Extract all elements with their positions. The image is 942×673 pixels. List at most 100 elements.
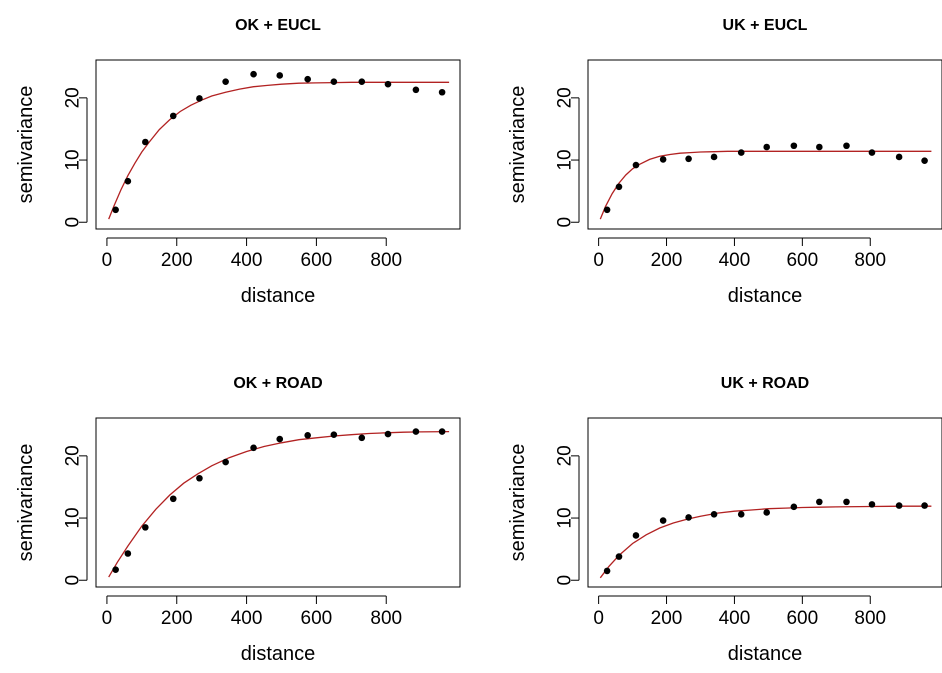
semivariance-point [304,432,311,439]
panel-4: UK + ROAD 0 200 400 600 800 0 10 20 distance semiv… [507,375,942,665]
x-tick-label: 400 [719,608,751,629]
semivariance-point [816,143,823,151]
semivariance-point [250,70,257,78]
x-tick-label: 600 [786,250,818,271]
x-tick-label: 200 [651,608,683,629]
panel-title: UK + ROAD [721,375,809,392]
x-tick-label: 400 [231,608,263,629]
y-axis-label: semivariance [15,86,37,204]
semivariance-point [843,498,850,506]
semivariance-point [868,501,876,508]
plot-frame [587,417,942,588]
y-tick-label: 10 [63,507,84,528]
semivariance-point [124,177,132,185]
y-tick-label: 10 [555,507,576,528]
semivariance-point [358,434,366,442]
semivariance-point [330,78,338,85]
semivariance-point [603,567,611,575]
semivariance-point [921,157,928,164]
semivariance-point [222,458,229,466]
semivariance-point [763,509,770,516]
semivariance-point [142,138,149,146]
semivariance-point [737,511,745,518]
semivariance-point [330,431,338,439]
x-tick-label: 600 [301,250,333,271]
y-tick-label: 0 [63,575,84,586]
plot-frame [587,59,942,230]
x-tick-label: 800 [854,250,886,271]
x-axis-label: distance [728,643,803,665]
y-tick-label: 20 [63,445,84,466]
x-tick-label: 800 [370,250,402,271]
semivariance-point [276,435,284,443]
semivariance-point [412,86,420,94]
semivariance-point [921,502,928,509]
y-tick-label: 0 [63,217,84,228]
semivariance-point [659,517,667,524]
semivariance-point [222,78,229,85]
x-tick-label: 0 [102,250,113,271]
semivariance-point [112,566,119,573]
panel-2: UK + EUCL 0 200 400 600 800 0 10 20 distance semiv… [507,17,942,307]
semivariance-point [710,153,718,161]
x-axis-label: distance [241,643,316,665]
semivariance-point [384,430,392,438]
semivariance-point [790,503,798,511]
y-tick-label: 20 [63,87,84,108]
y-tick-label: 0 [555,575,576,586]
x-tick-label: 800 [370,608,402,629]
y-tick-label: 10 [63,149,84,170]
x-tick-label: 0 [102,608,113,629]
x-tick-label: 600 [301,608,333,629]
y-axis-label: semivariance [507,444,529,562]
semivariance-point [763,143,770,151]
semivariance-point [603,206,611,214]
y-tick-label: 10 [555,149,576,170]
y-tick-label: 20 [555,87,576,108]
x-tick-label: 400 [719,250,751,271]
semivariance-point [169,112,177,120]
semivariance-point [685,155,692,163]
fitted-variogram-curve [599,150,932,220]
semivariance-point [868,149,876,156]
semivariance-point [632,161,640,169]
semivariance-point [895,153,903,161]
x-tick-label: 800 [854,608,886,629]
semivariance-point [196,95,203,102]
semivariance-point [142,524,149,531]
semivariance-point [790,142,798,150]
y-tick-label: 20 [555,445,576,466]
panel-title: OK + ROAD [233,375,322,392]
semivariance-point [112,206,119,214]
x-tick-label: 0 [593,608,604,629]
semivariance-point [615,183,623,191]
semivariance-point [438,88,446,96]
fitted-variogram-curve [599,505,932,579]
panel-1: OK + EUCL 0 200 400 600 800 0 10 20 distance semiv… [15,17,461,307]
semivariance-point [169,495,177,503]
semivariance-point [196,474,203,482]
semivariance-point [685,514,692,521]
semivariance-point [816,498,823,506]
panel-3: OK + ROAD 0 200 400 600 800 0 10 20 distance semiv… [15,375,461,665]
y-axis-label: semivariance [507,86,529,204]
semivariance-point [710,511,718,518]
semivariance-point [615,553,623,560]
semivariance-point [304,75,311,83]
semivariance-point [124,550,132,557]
x-tick-label: 400 [231,250,263,271]
semivariance-point [659,156,667,163]
semivariance-point [358,78,366,85]
y-axis-label: semivariance [15,444,37,562]
semivariance-point [412,428,420,435]
x-axis-label: distance [241,285,316,307]
panel-title: OK + EUCL [235,17,321,34]
fitted-variogram-curve [108,430,450,578]
semivariance-point [438,428,446,435]
y-tick-label: 0 [555,217,576,228]
x-tick-label: 600 [786,608,818,629]
fitted-variogram-curve [108,81,450,220]
semivariance-point [737,149,745,156]
